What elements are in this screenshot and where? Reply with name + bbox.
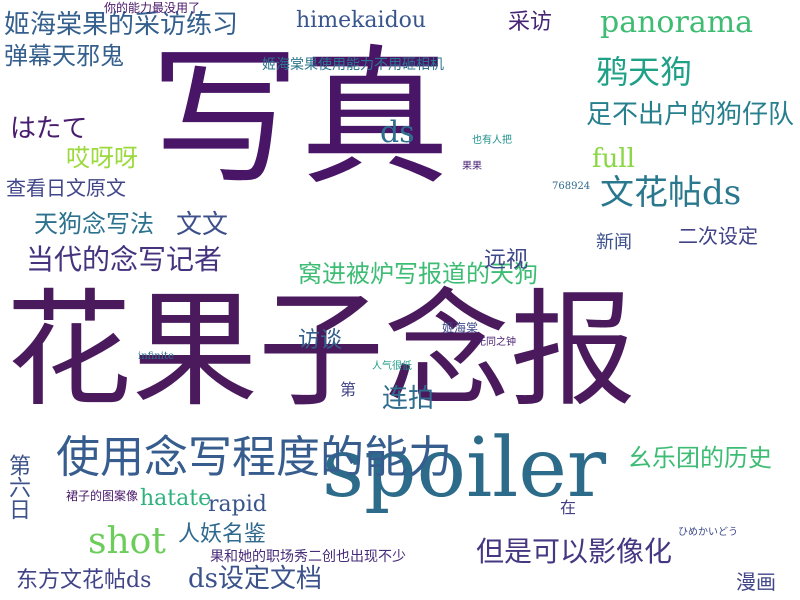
word-aya: 文文 (176, 210, 229, 240)
word-kakashi-shinpou: 花果子念报 (6, 277, 636, 424)
word-youkai-directory: 人妖名鉴 (178, 522, 267, 547)
word-hatate: hatate (140, 486, 212, 511)
word-dai: 第 (340, 380, 357, 399)
word-band-history: 幺乐团的历史 (628, 444, 772, 472)
word-interview: 访谈 (298, 328, 343, 353)
word-touhou-bunkacho-ds: 东方文花帖ds (16, 568, 152, 593)
word-visualize: 但是可以影像化 (476, 535, 673, 568)
word-telescopic: 远视 (484, 248, 529, 273)
phrase-himekaidou-kana: ひめかいどう (678, 527, 738, 538)
word-tengu-method: 天狗念写法 (34, 210, 154, 238)
phrase-skirt-pattern: 裙子的图案像 (66, 489, 139, 503)
phrase-infinite: infinite (138, 351, 174, 362)
word-hatate-kana: はたて (10, 114, 88, 144)
word-modern-reporter: 当代的念写记者 (26, 243, 223, 276)
word-kotatsu-tengu: 窝进被炉写报道的天狗 (298, 260, 538, 288)
phrase-also-some: 也有人把 (472, 135, 512, 146)
word-interview-practice: 姬海棠果的采访练习 (4, 10, 239, 40)
phrase-number: 768924 (552, 181, 591, 192)
word-ds: ds (380, 115, 415, 150)
word-rapid: rapid (208, 492, 267, 517)
word-bunkacho-ds: 文花帖ds (600, 173, 742, 213)
phrase-himekaidou-cn: 姬海棠 (442, 321, 479, 335)
word-ds-settings: ds设定文档 (188, 564, 322, 594)
word-crow-tengu: 鸦天狗 (596, 53, 693, 91)
word-panorama: panorama (600, 5, 754, 40)
word-burst-shot: 连拍 (382, 384, 435, 414)
word-sixth-day: 第六日 (5, 454, 30, 520)
phrase-workplace: 果和她的职场秀二创也出现不少 (210, 549, 406, 565)
word-view-japanese: 查看日文原文 (6, 176, 126, 200)
word-shot: shot (88, 521, 166, 562)
phrase-useless-ability: 你的能力最没用了 (104, 1, 201, 15)
word-spoiler: spoiler (322, 421, 607, 516)
phrase-low-popularity: 人气很低 (372, 361, 412, 372)
word-shashin: 写真 (150, 32, 451, 206)
word-himekaidou: himekaidou (296, 8, 427, 33)
word-manga: 漫画 (736, 570, 776, 594)
phrase-bell: 无同之钟 (476, 337, 516, 348)
word-aiyaya: 哎呀呀 (66, 144, 138, 172)
word-news: 新闻 (596, 232, 632, 253)
word-paparazzi: 足不出户的狗仔队 (586, 100, 795, 130)
word-nensha-ability: 使用念写程度的能力 (56, 432, 452, 483)
word-report: 采访 (508, 10, 553, 35)
word-full: full (592, 144, 635, 174)
word-zai: 在 (560, 498, 577, 517)
word-amanojaku: 弹幕天邪鬼 (4, 42, 124, 70)
word-fan-setting: 二次设定 (678, 224, 758, 248)
phrase-hatate-nickname: 果果 (462, 161, 482, 172)
phrase-no-smash-camera: 姬海棠果使用能力不用砸相机 (262, 57, 444, 73)
